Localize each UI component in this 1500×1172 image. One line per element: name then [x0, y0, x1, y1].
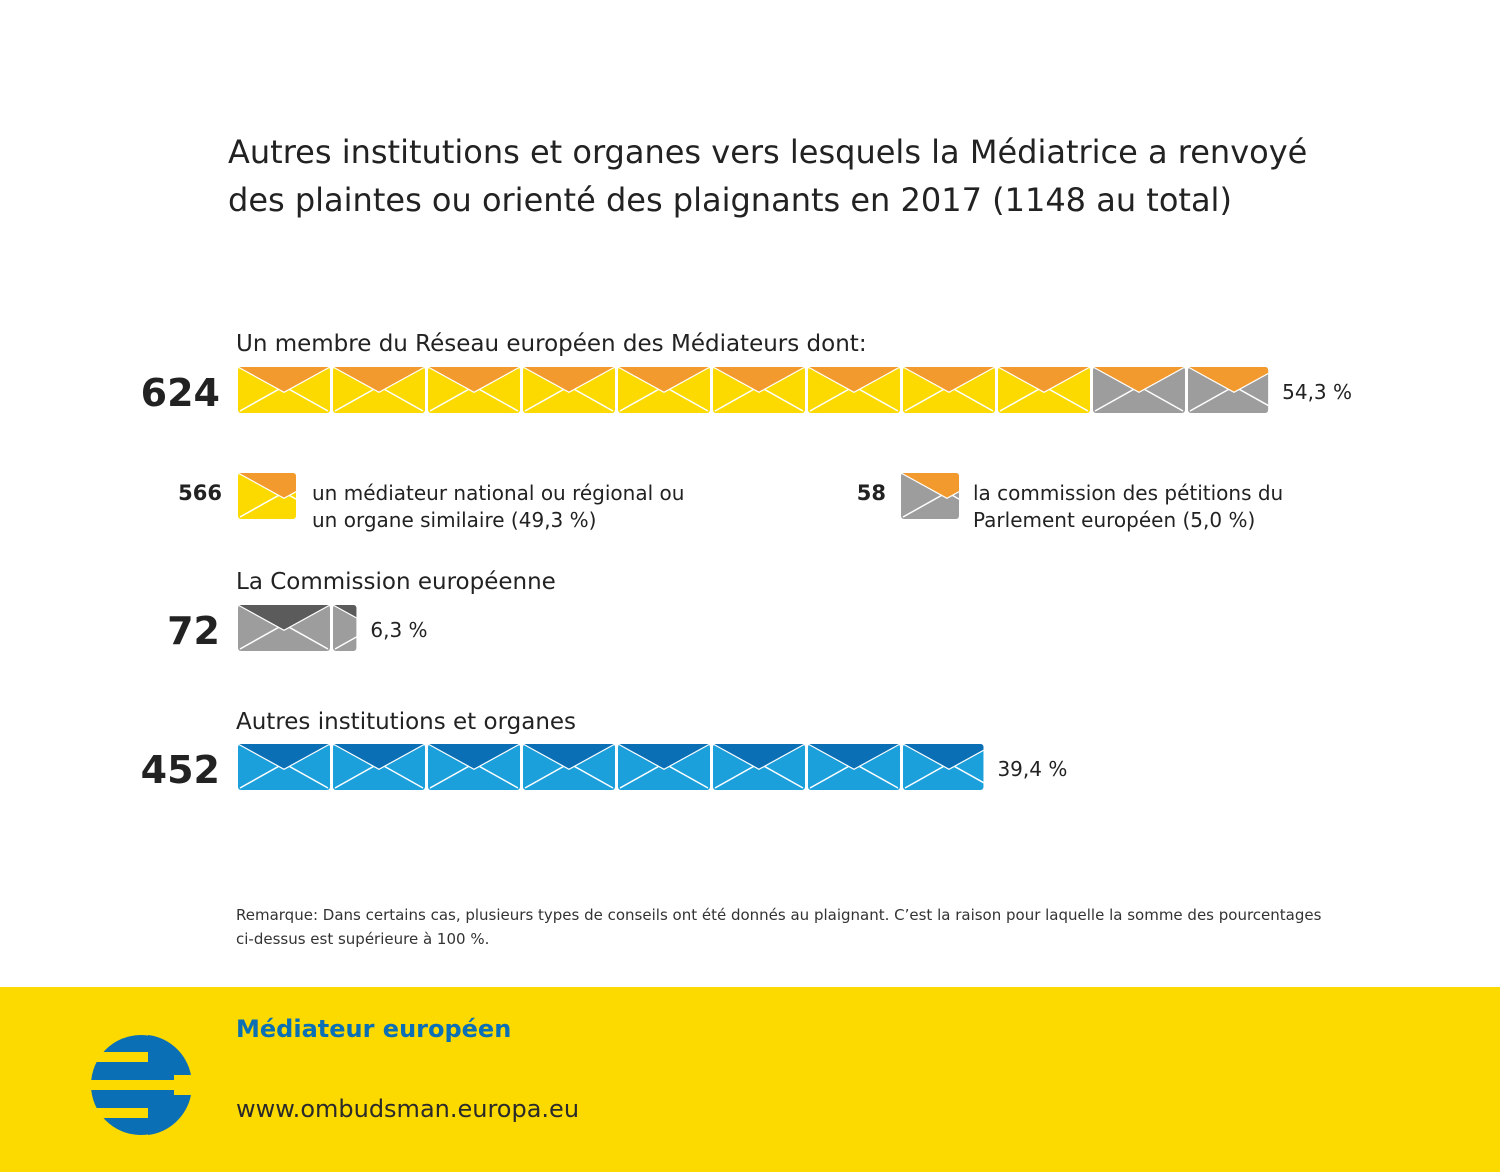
envelope-3-8	[903, 744, 984, 790]
envelope-1-1	[238, 367, 330, 413]
legend-value-1: 566	[178, 481, 222, 505]
row-value-3: 452	[141, 748, 220, 792]
envelope-3-7	[808, 744, 900, 790]
row-percent-1: 54,3 %	[1282, 380, 1352, 404]
row-label-2: La Commission européenne	[236, 569, 556, 595]
envelope-3-6	[713, 744, 805, 790]
envelope-1-7	[808, 367, 900, 413]
envelope-1-8	[903, 367, 995, 413]
chart-title-line-1: Autres institutions et organes vers lesq…	[228, 133, 1308, 171]
envelope-1-9	[998, 367, 1090, 413]
row-value-2: 72	[167, 609, 220, 653]
envelope-2-2	[333, 605, 357, 651]
legend-text-2-line-2: Parlement européen (5,0 %)	[973, 508, 1255, 532]
row-label-3: Autres institutions et organes	[236, 709, 576, 735]
envelope-1-11	[1188, 367, 1269, 413]
row-percent-3: 39,4 %	[997, 757, 1067, 781]
envelope-2-1	[238, 605, 330, 651]
envelope-3-2	[333, 744, 425, 790]
legend-text-1-line-2: un organe similaire (49,3 %)	[312, 508, 596, 532]
website-link[interactable]: www.ombudsman.europa.eu	[236, 1095, 580, 1123]
envelope-1-2	[333, 367, 425, 413]
legend-text-1-line-1: un médiateur national ou régional ou	[312, 481, 684, 505]
european-ombudsman-logo-icon	[86, 1030, 196, 1140]
chart-title-line-2: des plaintes ou orienté des plaignants e…	[228, 181, 1232, 219]
envelope-3-5	[618, 744, 710, 790]
envelope-3-3	[428, 744, 520, 790]
envelope-1-6	[713, 367, 805, 413]
legend-envelope-1	[238, 473, 296, 519]
legend-envelope-2	[901, 473, 959, 519]
envelope-1-3	[428, 367, 520, 413]
organization-name: Médiateur européen	[236, 1015, 512, 1043]
pictogram-chart: Un membre du Réseau européen des Médiate…	[141, 331, 1352, 792]
chart-title: Autres institutions et organes vers lesq…	[228, 128, 1408, 224]
footnote-line-2: ci-dessus est supérieure à 100 %.	[236, 930, 490, 948]
envelope-3-4	[523, 744, 615, 790]
row-percent-2: 6,3 %	[370, 618, 427, 642]
footnote: Remarque: Dans certains cas, plusieurs t…	[236, 903, 1321, 951]
envelope-1-4	[523, 367, 615, 413]
legend-value-2: 58	[857, 481, 886, 505]
envelope-1-5	[618, 367, 710, 413]
footer-band: Médiateur européen www.ombudsman.europa.…	[0, 987, 1500, 1172]
legend-text-2-line-1: la commission des pétitions du	[973, 481, 1283, 505]
row-value-1: 624	[141, 371, 220, 415]
envelope-1-10	[1093, 367, 1185, 413]
row-label-1: Un membre du Réseau européen des Médiate…	[236, 331, 867, 357]
envelope-3-1	[238, 744, 330, 790]
footnote-line-1: Remarque: Dans certains cas, plusieurs t…	[236, 906, 1322, 924]
